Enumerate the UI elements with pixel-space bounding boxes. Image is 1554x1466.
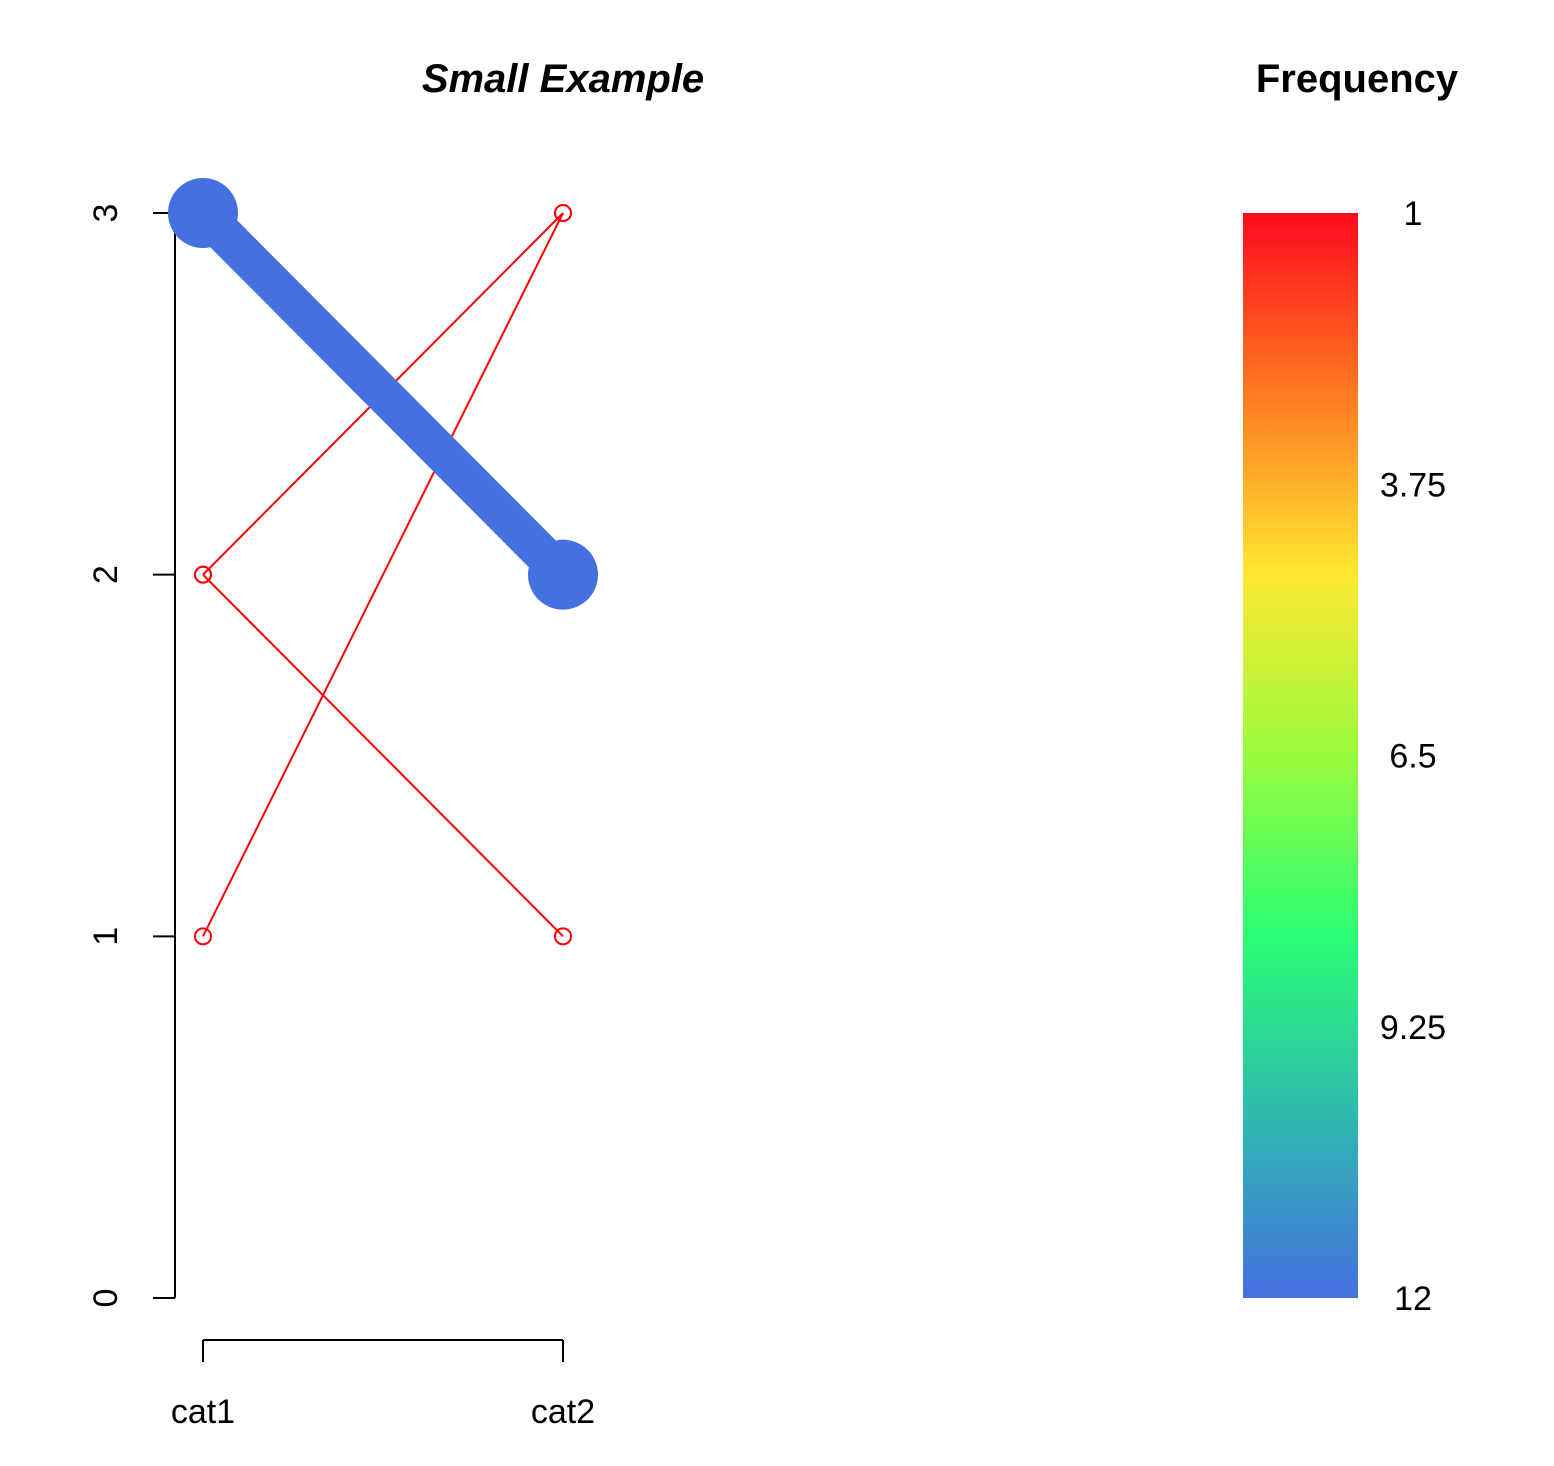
- legend-label: 12: [1394, 1280, 1432, 1318]
- series-point: [194, 565, 212, 584]
- legend-label: 6.5: [1389, 738, 1436, 776]
- y-tick-label: 3: [87, 204, 125, 223]
- y-tick-label: 0: [87, 1289, 125, 1308]
- series-line: [168, 178, 598, 610]
- y-tick-label: 1: [87, 927, 125, 946]
- legend-label: 1: [1404, 195, 1423, 233]
- series-point: [168, 178, 238, 248]
- x-tick-label: cat2: [531, 1393, 595, 1431]
- y-tick-label: 2: [87, 565, 125, 584]
- legend-title: Frequency: [1256, 57, 1459, 101]
- legend-label: 9.25: [1380, 1009, 1446, 1047]
- series-point: [194, 927, 212, 946]
- series-path: [189, 199, 577, 589]
- series-point: [554, 204, 572, 222]
- series-path: [202, 212, 564, 937]
- x-axis: cat1 cat2: [171, 1339, 595, 1431]
- series-line: [194, 204, 572, 946]
- x-tick-label: cat1: [171, 1393, 235, 1431]
- legend-label: 3.75: [1380, 466, 1446, 504]
- series-point: [554, 927, 572, 946]
- series-layer: [168, 178, 598, 946]
- series-line: [194, 565, 572, 946]
- chart-title: Small Example: [422, 57, 704, 101]
- series-path: [202, 573, 564, 938]
- legend-color-bar: [1243, 213, 1358, 1298]
- y-axis: 0 1 2 3: [87, 204, 176, 1308]
- series-point: [528, 539, 598, 610]
- frequency-legend: 1 3.75 6.5 9.25 12: [1243, 195, 1446, 1318]
